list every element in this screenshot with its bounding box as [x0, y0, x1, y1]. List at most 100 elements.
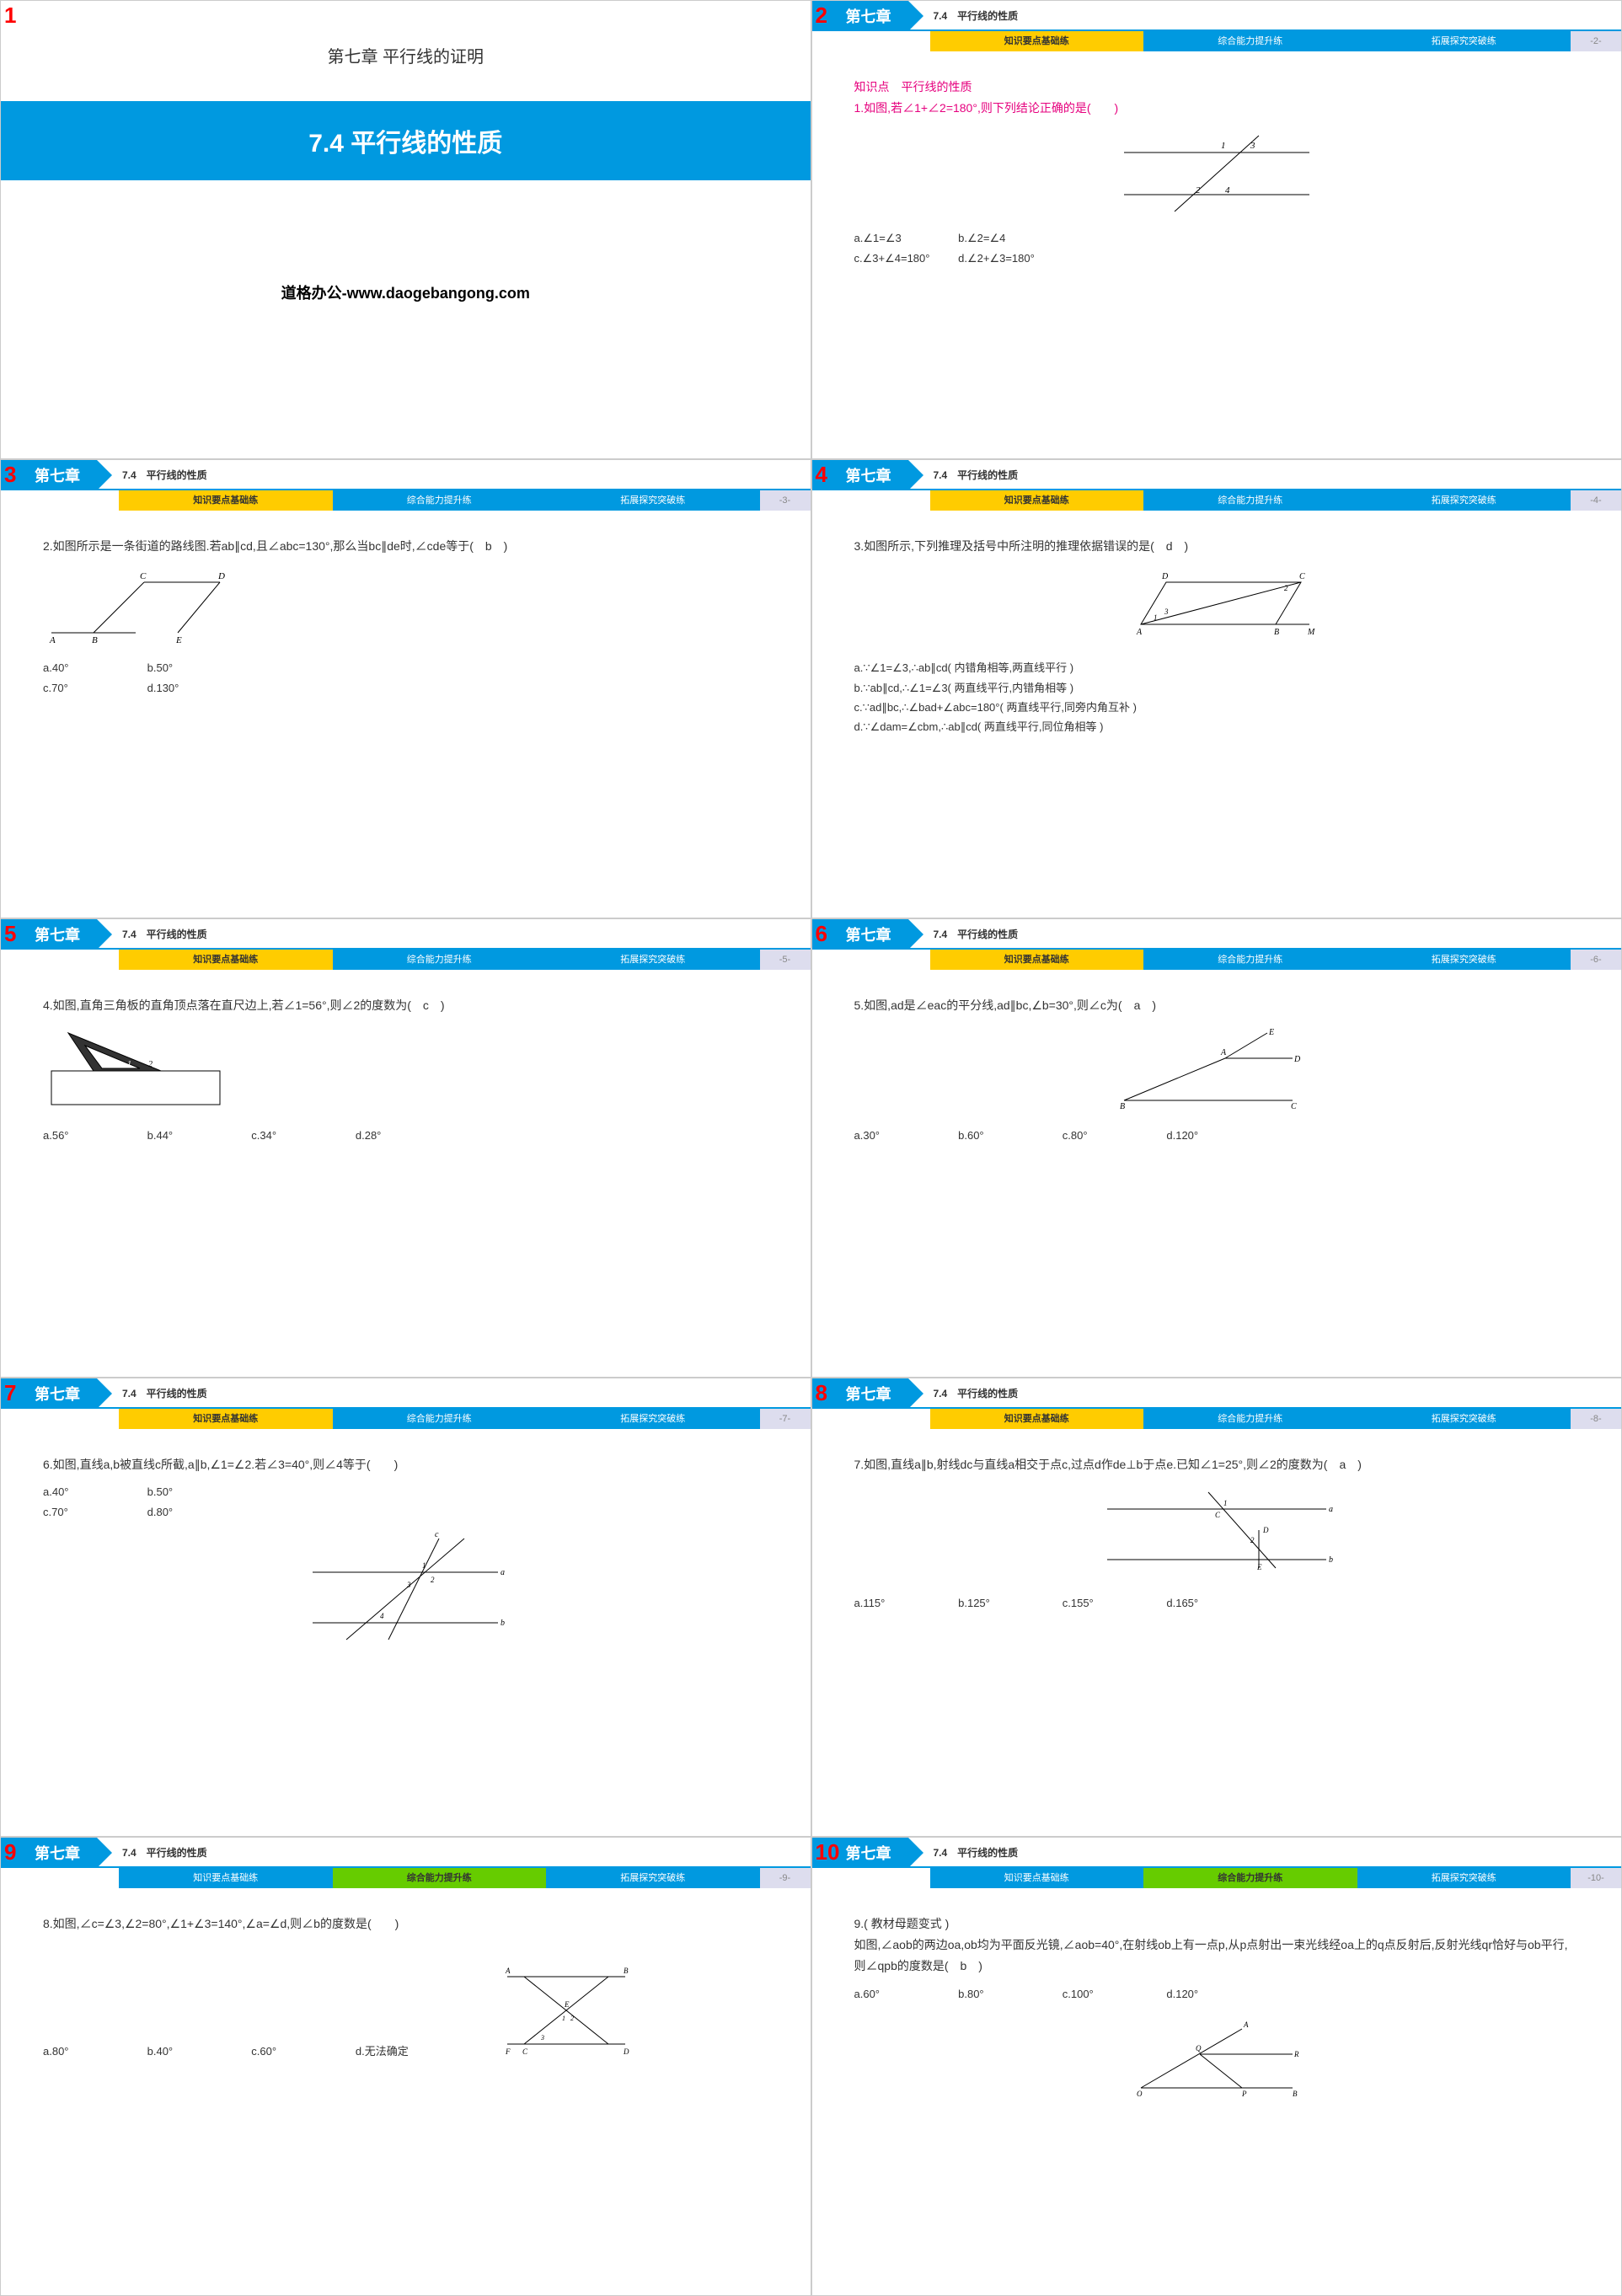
- svg-text:a: a: [1329, 1505, 1333, 1514]
- tab-explore[interactable]: 拓展探究突破练: [546, 950, 760, 970]
- page-num: -5-: [760, 950, 811, 970]
- slide-number: 5: [4, 921, 16, 947]
- svg-text:A: A: [1243, 2020, 1249, 2029]
- question-text: 6.如图,直线a,b被直线c所截,a∥b,∠1=∠2.若∠3=40°,则∠4等于…: [43, 1454, 768, 1475]
- tab-basic[interactable]: 知识要点基础练: [930, 1868, 1144, 1888]
- tab-explore[interactable]: 拓展探究突破练: [1357, 490, 1571, 511]
- tab-advanced[interactable]: 综合能力提升练: [333, 490, 547, 511]
- section-label: 7.4 平行线的性质: [908, 460, 1622, 490]
- opt-b: b.∠2=∠4: [958, 228, 1059, 248]
- tab-basic[interactable]: 知识要点基础练: [119, 1409, 333, 1429]
- svg-text:C: C: [522, 2047, 528, 2056]
- opt-b: b.40°: [147, 2042, 249, 2061]
- svg-text:Q: Q: [1196, 2044, 1202, 2052]
- tab-advanced[interactable]: 综合能力提升练: [1143, 1409, 1357, 1429]
- slide-number: 3: [4, 462, 16, 488]
- tab-explore[interactable]: 拓展探究突破练: [546, 1868, 760, 1888]
- slide-9: 9 第七章7.4 平行线的性质 知识要点基础练综合能力提升练拓展探究突破练-9-…: [0, 1837, 811, 2296]
- svg-text:2: 2: [431, 1576, 435, 1584]
- slide-6: 6 第七章7.4 平行线的性质 知识要点基础练综合能力提升练拓展探究突破练-6-…: [811, 918, 1622, 1378]
- tab-basic[interactable]: 知识要点基础练: [119, 950, 333, 970]
- tab-explore[interactable]: 拓展探究突破练: [1357, 1868, 1571, 1888]
- page-num: -10-: [1571, 1868, 1621, 1888]
- tab-advanced[interactable]: 综合能力提升练: [1143, 490, 1357, 511]
- svg-text:D: D: [1262, 1526, 1269, 1534]
- page-num: -9-: [760, 1868, 811, 1888]
- question-text: 1.如图,若∠1+∠2=180°,则下列结论正确的是( ): [854, 98, 1580, 119]
- line-d: d.∵∠dam=∠cbm,∴ab∥cd( 两直线平行,同位角相等 ): [854, 717, 1580, 736]
- tab-basic[interactable]: 知识要点基础练: [930, 490, 1144, 511]
- tab-advanced[interactable]: 综合能力提升练: [333, 950, 547, 970]
- opt-a: a.115°: [854, 1593, 956, 1613]
- page-num: -7-: [760, 1409, 811, 1429]
- svg-text:B: B: [1293, 2090, 1298, 2098]
- question-text: 7.如图,直线a∥b,射线dc与直线a相交于点c,过点d作de⊥b于点e.已知∠…: [854, 1454, 1580, 1475]
- question-text: 2.如图所示是一条街道的路线图.若ab∥cd,且∠abc=130°,那么当bc∥…: [43, 536, 768, 557]
- tab-explore[interactable]: 拓展探究突破练: [1357, 1409, 1571, 1429]
- tab-basic[interactable]: 知识要点基础练: [930, 31, 1144, 51]
- slide-3: 3 第七章7.4 平行线的性质 知识要点基础练综合能力提升练拓展探究突破练-3-…: [0, 459, 811, 918]
- slide-header: 第七章 7.4 平行线的性质: [812, 1, 1622, 31]
- svg-text:B: B: [1274, 628, 1279, 637]
- tab-basic[interactable]: 知识要点基础练: [930, 950, 1144, 970]
- page-num: -3-: [760, 490, 811, 511]
- tab-explore[interactable]: 拓展探究突破练: [546, 490, 760, 511]
- svg-text:E: E: [564, 2000, 570, 2009]
- page-num: -6-: [1571, 950, 1621, 970]
- question-text: 8.如图,∠c=∠3,∠2=80°,∠1+∠3=140°,∠a=∠d,则∠b的度…: [43, 1913, 768, 1935]
- figure-q9: O A B Q R P: [1124, 2012, 1309, 2105]
- slide-2: 2 第七章 7.4 平行线的性质 知识要点基础练 综合能力提升练 拓展探究突破练…: [811, 0, 1622, 459]
- tab-advanced[interactable]: 综合能力提升练: [333, 1868, 547, 1888]
- opt-b: b.60°: [958, 1126, 1059, 1145]
- svg-text:A: A: [505, 1967, 511, 1975]
- tab-advanced[interactable]: 综合能力提升练: [1143, 31, 1357, 51]
- section-label: 7.4 平行线的性质: [908, 1, 1622, 31]
- opt-d: d.80°: [147, 1502, 249, 1522]
- svg-text:E: E: [175, 635, 182, 645]
- svg-text:1: 1: [422, 1561, 426, 1570]
- tab-explore[interactable]: 拓展探究突破练: [546, 1409, 760, 1429]
- svg-text:2: 2: [1250, 1536, 1255, 1544]
- tab-basic[interactable]: 知识要点基础练: [930, 1409, 1144, 1429]
- slide-number: 9: [4, 1839, 16, 1865]
- svg-text:E: E: [1268, 1028, 1274, 1037]
- tab-advanced[interactable]: 综合能力提升练: [333, 1409, 547, 1429]
- opt-c: c.155°: [1063, 1593, 1164, 1613]
- opt-a: a.30°: [854, 1126, 956, 1145]
- svg-text:c: c: [435, 1530, 439, 1539]
- slide-5: 5 第七章7.4 平行线的性质 知识要点基础练综合能力提升练拓展探究突破练-5-…: [0, 918, 811, 1378]
- tab-advanced[interactable]: 综合能力提升练: [1143, 950, 1357, 970]
- slide-number: 4: [816, 462, 827, 488]
- opt-c: c.100°: [1063, 1984, 1164, 2004]
- opt-a: a.56°: [43, 1126, 144, 1145]
- svg-text:C: C: [1291, 1102, 1297, 1111]
- svg-text:4: 4: [380, 1612, 384, 1620]
- svg-text:3: 3: [1164, 607, 1169, 616]
- tab-basic[interactable]: 知识要点基础练: [119, 490, 333, 511]
- opt-d: d.120°: [1166, 1126, 1267, 1145]
- opt-b: b.50°: [147, 1482, 249, 1501]
- question-pre: 9.( 教材母题变式 ): [854, 1913, 1580, 1935]
- opt-c: c.∠3+∠4=180°: [854, 249, 956, 268]
- question-text: 3.如图所示,下列推理及括号中所注明的推理依据错误的是( d ): [854, 536, 1580, 557]
- figure-q4: 1 2: [43, 1025, 228, 1117]
- opt-c: c.70°: [43, 1502, 144, 1522]
- slide-number: 2: [816, 3, 827, 29]
- slide-number: 1: [4, 3, 16, 29]
- svg-text:A: A: [49, 635, 56, 645]
- tab-row: 知识要点基础练 综合能力提升练 拓展探究突破练 -2-: [812, 31, 1622, 51]
- svg-text:1: 1: [1154, 613, 1158, 622]
- slide-8: 8 第七章7.4 平行线的性质 知识要点基础练综合能力提升练拓展探究突破练-8-…: [811, 1378, 1622, 1837]
- tab-explore[interactable]: 拓展探究突破练: [1357, 950, 1571, 970]
- slide-number: 6: [816, 921, 827, 947]
- opt-a: a.40°: [43, 658, 144, 677]
- page-num: -2-: [1571, 31, 1621, 51]
- page-num: -8-: [1571, 1409, 1621, 1429]
- tab-basic[interactable]: 知识要点基础练: [119, 1868, 333, 1888]
- tab-advanced[interactable]: 综合能力提升练: [1143, 1868, 1357, 1888]
- opt-b: b.44°: [147, 1126, 249, 1145]
- options: a.∠1=∠3 b.∠2=∠4 c.∠3+∠4=180° d.∠2+∠3=180…: [854, 228, 1580, 268]
- line-b: b.∵ab∥cd,∴∠1=∠3( 两直线平行,内错角相等 ): [854, 678, 1580, 698]
- tab-explore[interactable]: 拓展探究突破练: [1357, 31, 1571, 51]
- svg-text:B: B: [1120, 1102, 1125, 1111]
